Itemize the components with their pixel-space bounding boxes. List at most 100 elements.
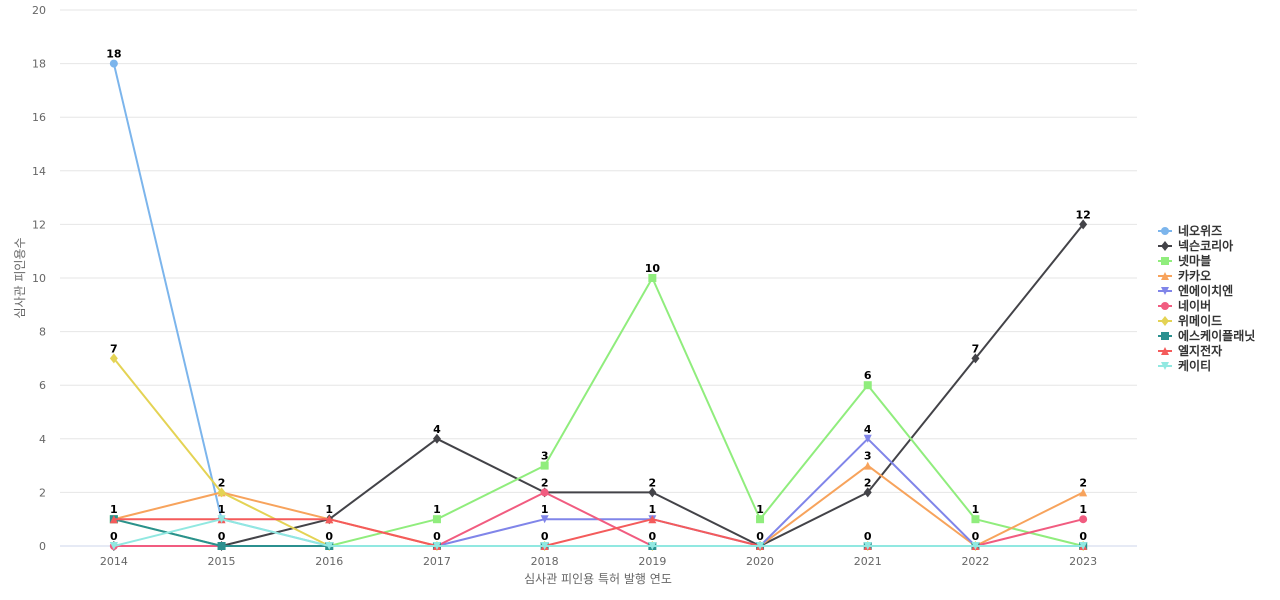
- legend-label: 넷마블: [1178, 253, 1211, 268]
- data-point-marker[interactable]: [648, 542, 657, 550]
- data-point-marker[interactable]: [648, 515, 657, 524]
- legend-item[interactable]: 넷마블: [1158, 253, 1211, 268]
- data-label: 2: [1079, 476, 1087, 489]
- data-label: 18: [106, 48, 121, 61]
- y-tick-label: 6: [39, 379, 46, 392]
- legend-marker[interactable]: [1161, 332, 1169, 340]
- data-point-marker[interactable]: [109, 59, 118, 68]
- series-line[interactable]: [113, 277, 1084, 547]
- legend-item[interactable]: 네오위즈: [1158, 223, 1222, 238]
- series-line[interactable]: [113, 518, 1084, 547]
- data-point-marker[interactable]: [756, 515, 765, 524]
- legend-marker[interactable]: [1161, 302, 1169, 310]
- data-point-marker[interactable]: [863, 461, 872, 470]
- legend-item[interactable]: 위메이드: [1158, 313, 1222, 328]
- data-point-marker[interactable]: [863, 434, 872, 443]
- legend-marker[interactable]: [1161, 347, 1169, 355]
- x-tick-label: 2016: [315, 555, 343, 568]
- data-label: 2: [218, 476, 226, 489]
- legend-item[interactable]: 네이버: [1158, 298, 1211, 313]
- series-line[interactable]: [113, 518, 1084, 547]
- x-tick-label: 2020: [746, 555, 774, 568]
- data-point-marker[interactable]: [971, 542, 980, 550]
- data-point-marker[interactable]: [863, 542, 872, 550]
- data-point-marker[interactable]: [325, 542, 334, 550]
- data-label: 1: [972, 503, 980, 516]
- data-label: 0: [1079, 530, 1087, 543]
- data-point-marker[interactable]: [1079, 488, 1088, 497]
- data-point-marker[interactable]: [540, 488, 549, 497]
- data-point-marker[interactable]: [109, 353, 118, 364]
- legend-item[interactable]: 케이티: [1158, 358, 1211, 373]
- series-line[interactable]: [113, 464, 1084, 547]
- series-10: [109, 515, 1088, 550]
- data-label: 4: [864, 423, 872, 436]
- series-group: [109, 59, 1088, 551]
- legend-item[interactable]: 엘지전자: [1158, 343, 1222, 358]
- legend-label: 네이버: [1178, 298, 1211, 313]
- data-point-marker[interactable]: [540, 461, 549, 470]
- legend-label: 케이티: [1178, 358, 1211, 373]
- data-point-marker[interactable]: [432, 433, 441, 444]
- data-point-marker[interactable]: [540, 542, 549, 550]
- data-point-marker[interactable]: [109, 542, 118, 550]
- data-point-marker[interactable]: [1079, 515, 1088, 524]
- data-label: 1: [110, 503, 118, 516]
- legend-item[interactable]: 에스케이플래닛: [1158, 328, 1255, 343]
- legend-label: 네오위즈: [1178, 223, 1222, 238]
- data-label: 2: [864, 476, 872, 489]
- legend-label: 엔에이치엔: [1178, 283, 1233, 298]
- data-point-marker[interactable]: [756, 542, 765, 550]
- data-label: 7: [110, 342, 118, 355]
- data-label: 0: [864, 530, 872, 543]
- data-point-marker[interactable]: [217, 487, 226, 498]
- grid-lines: [60, 9, 1137, 547]
- y-tick-label: 4: [39, 433, 46, 446]
- y-tick-label: 0: [39, 540, 46, 553]
- data-label: 10: [645, 262, 661, 275]
- data-label: 0: [325, 530, 333, 543]
- legend-marker[interactable]: [1161, 272, 1169, 280]
- x-tick-label: 2022: [961, 555, 989, 568]
- y-tick-label: 20: [32, 4, 46, 17]
- data-label: 0: [649, 530, 657, 543]
- data-point-marker[interactable]: [217, 515, 226, 524]
- data-label: 2: [649, 476, 657, 489]
- data-point-marker[interactable]: [540, 515, 549, 524]
- legend-marker[interactable]: [1161, 362, 1169, 370]
- y-tick-label: 16: [32, 111, 46, 124]
- data-label: 12: [1075, 208, 1090, 221]
- data-point-marker[interactable]: [217, 542, 226, 550]
- data-point-marker[interactable]: [971, 515, 980, 524]
- y-tick-label: 2: [39, 486, 46, 499]
- data-point-marker[interactable]: [432, 515, 441, 524]
- x-tick-label: 2023: [1069, 555, 1097, 568]
- data-point-marker[interactable]: [109, 515, 118, 524]
- data-label: 1: [756, 503, 764, 516]
- legend-marker[interactable]: [1161, 227, 1169, 235]
- data-point-marker[interactable]: [648, 487, 657, 498]
- data-point-marker[interactable]: [863, 381, 872, 390]
- y-tick-label: 12: [32, 218, 46, 231]
- data-label: 3: [541, 450, 549, 463]
- data-point-marker[interactable]: [971, 353, 980, 364]
- data-label: 1: [218, 503, 226, 516]
- legend-marker[interactable]: [1161, 316, 1169, 326]
- data-point-marker[interactable]: [325, 515, 334, 524]
- legend[interactable]: 네오위즈넥슨코리아넷마블카카오엔에이치엔네이버위메이드에스케이플래닛엘지전자케이…: [1158, 223, 1255, 373]
- legend-marker[interactable]: [1161, 287, 1169, 295]
- data-point-marker[interactable]: [432, 542, 441, 550]
- data-point-marker[interactable]: [1079, 219, 1088, 230]
- data-point-marker[interactable]: [648, 274, 657, 282]
- legend-marker[interactable]: [1161, 257, 1169, 265]
- x-tick-label: 2021: [854, 555, 882, 568]
- data-point-marker[interactable]: [863, 487, 872, 498]
- data-point-marker[interactable]: [1079, 542, 1088, 550]
- legend-item[interactable]: 넥슨코리아: [1158, 238, 1233, 253]
- legend-marker[interactable]: [1161, 241, 1169, 251]
- data-label: 1: [541, 503, 549, 516]
- legend-item[interactable]: 카카오: [1158, 268, 1211, 283]
- legend-item[interactable]: 엔에이치엔: [1158, 283, 1233, 298]
